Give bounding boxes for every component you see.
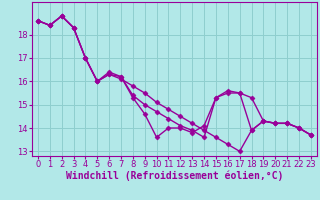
X-axis label: Windchill (Refroidissement éolien,°C): Windchill (Refroidissement éolien,°C) bbox=[66, 171, 283, 181]
